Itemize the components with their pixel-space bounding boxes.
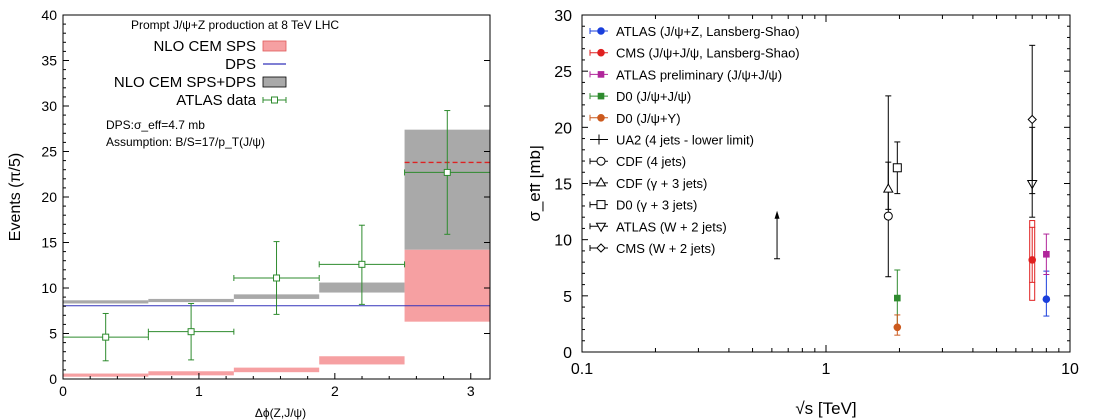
sps-band bbox=[63, 373, 149, 377]
y-tick-label: 5 bbox=[563, 289, 572, 306]
x-tick-label: 1 bbox=[195, 383, 203, 399]
left-chart: 0 5 10 15 20 25 30 35 40 0 1 2 3 Events (π/5) Δϕ(Z,J/ψ… bbox=[7, 7, 491, 420]
x-tick-label: 10 bbox=[1061, 361, 1079, 378]
data-point bbox=[273, 274, 281, 282]
legend-swatch bbox=[262, 40, 287, 52]
legend-label: ATLAS (W + 2 jets) bbox=[616, 219, 727, 234]
y-tick-label: 0 bbox=[563, 345, 572, 362]
x-axis-label: Δϕ(Z,J/ψ) bbox=[255, 406, 306, 420]
right-chart: 0 5 10 15 20 25 30 0.1 1 10 σ_eff [mb] √s [TeV] ATLA… bbox=[530, 8, 1079, 418]
y-tick-label: 30 bbox=[554, 8, 572, 25]
data-point bbox=[102, 333, 110, 341]
y-tick-label: 10 bbox=[554, 233, 572, 250]
x-tick-label: 0 bbox=[59, 383, 67, 399]
point-cms-j-j-lansberg-shao- bbox=[1028, 256, 1037, 264]
point-cdf-4-jets- bbox=[883, 211, 893, 221]
point-cdf-3-jets- bbox=[882, 183, 894, 193]
legend-label: CDF (4 jets) bbox=[616, 154, 686, 169]
sps-band bbox=[233, 367, 320, 373]
point-atlas-j-z-lansberg-shao- bbox=[1042, 295, 1051, 304]
legend-label: ATLAS (J/ψ+Z, Lansberg-Shao) bbox=[616, 24, 800, 39]
y-tick-label: 20 bbox=[41, 189, 57, 205]
point-atlas-preliminary-j-j- bbox=[1043, 250, 1050, 258]
y-tick-label: 40 bbox=[41, 7, 57, 23]
point-d0-3-jets- bbox=[892, 163, 902, 173]
y-tick-label: 30 bbox=[41, 98, 57, 114]
point-d0-j- bbox=[893, 323, 902, 332]
sps-band bbox=[148, 371, 234, 376]
legend-label: D0 (γ + 3 jets) bbox=[616, 198, 697, 213]
x-tick-label: 2 bbox=[331, 383, 339, 399]
y-tick-label: 25 bbox=[554, 64, 572, 81]
legend-label: NLO CEM SPS bbox=[153, 38, 256, 55]
legend-label: D0 (J/ψ+Υ) bbox=[616, 111, 681, 126]
legend-label: ATLAS data bbox=[176, 92, 256, 109]
y-tick-label: 20 bbox=[554, 120, 572, 137]
legend-marker bbox=[597, 27, 605, 35]
point-ua2-4-jets-lower-limit- bbox=[774, 210, 780, 219]
legend-label: ATLAS preliminary (J/ψ+J/ψ) bbox=[616, 67, 782, 82]
y-tick-label: 10 bbox=[41, 280, 57, 296]
legend-marker bbox=[596, 156, 606, 166]
legend-marker bbox=[595, 222, 607, 233]
chart-title: Prompt J/ψ+Z production at 8 TeV LHC bbox=[131, 18, 339, 32]
y-tick-label: 5 bbox=[49, 326, 57, 342]
y-tick-label: 15 bbox=[554, 177, 572, 194]
sps-dps-band bbox=[63, 300, 149, 304]
y-axis-label: σ_eff [mb] bbox=[530, 145, 544, 221]
x-tick-label: 3 bbox=[467, 383, 475, 399]
data-point bbox=[187, 328, 195, 336]
x-tick-label: 1 bbox=[822, 361, 831, 378]
x-tick-label: 0.1 bbox=[571, 361, 593, 378]
sps-band bbox=[404, 249, 490, 322]
point-d0-j-j- bbox=[894, 294, 901, 302]
data-point bbox=[358, 260, 366, 268]
legend-label: D0 (J/ψ+J/ψ) bbox=[616, 89, 691, 104]
legend-label: CMS (W + 2 jets) bbox=[616, 241, 715, 256]
legend-label: DPS bbox=[225, 56, 256, 73]
y-tick-label: 25 bbox=[41, 144, 57, 160]
legend-label: NLO CEM SPS+DPS bbox=[114, 74, 256, 91]
legend-marker bbox=[597, 71, 605, 78]
legend-swatch bbox=[271, 96, 278, 104]
sps-dps-band bbox=[148, 298, 234, 303]
y-tick-label: 0 bbox=[49, 371, 57, 387]
y-axis-label: Events (π/5) bbox=[7, 153, 24, 241]
note-assumption: Assumption: B/S=17/p_T(J/ψ) bbox=[106, 135, 265, 149]
legend-marker bbox=[596, 243, 606, 253]
sps-band bbox=[319, 356, 405, 365]
y-tick-label: 35 bbox=[41, 53, 57, 69]
point-cms-w-2-jets- bbox=[1027, 114, 1037, 125]
legend-swatch bbox=[262, 76, 287, 88]
note-dps: DPS:σ_eff=4.7 mb bbox=[106, 118, 205, 132]
y-tick-label: 15 bbox=[41, 235, 57, 251]
legend-label: CDF (γ + 3 jets) bbox=[616, 176, 707, 191]
legend-marker bbox=[596, 200, 606, 210]
legend-marker bbox=[597, 114, 605, 122]
legend-marker bbox=[597, 48, 605, 57]
legend-marker bbox=[595, 176, 607, 187]
x-axis-label: √s [TeV] bbox=[795, 399, 856, 418]
data-point bbox=[443, 168, 451, 176]
legend-label: CMS (J/ψ+J/ψ, Lansberg-Shao) bbox=[616, 46, 800, 61]
legend-marker bbox=[597, 92, 605, 100]
legend-label: UA2 (4 jets - lower limit) bbox=[616, 133, 754, 148]
